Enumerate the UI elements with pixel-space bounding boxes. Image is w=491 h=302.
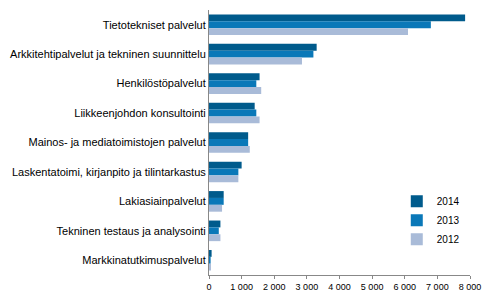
svg-text:2013: 2013	[437, 215, 460, 226]
svg-text:0: 0	[206, 282, 211, 292]
svg-text:2012: 2012	[437, 234, 460, 245]
svg-text:Tekninen testaus ja analysoint: Tekninen testaus ja analysointi	[57, 225, 206, 237]
svg-text:8 000: 8 000	[459, 282, 482, 292]
svg-text:4 000: 4 000	[328, 282, 351, 292]
svg-text:Tietotekniset palvelut: Tietotekniset palvelut	[103, 19, 206, 31]
svg-text:Henkilöstöpalvelut: Henkilöstöpalvelut	[117, 77, 206, 89]
svg-text:Liikkeenjohdon konsultointi: Liikkeenjohdon konsultointi	[74, 107, 205, 119]
svg-text:2014: 2014	[437, 196, 460, 207]
svg-text:7 000: 7 000	[426, 282, 449, 292]
svg-text:2 000: 2 000	[263, 282, 286, 292]
svg-text:5 000: 5 000	[361, 282, 384, 292]
svg-text:Mainos- ja mediatoimistojen pa: Mainos- ja mediatoimistojen palvelut	[28, 136, 205, 148]
svg-text:Arkkitehtipalvelut ja tekninen: Arkkitehtipalvelut ja tekninen suunnitte…	[10, 48, 206, 60]
svg-text:Laskentatoimi, kirjanpito ja t: Laskentatoimi, kirjanpito ja tilintarkas…	[12, 166, 206, 178]
svg-text:1 000: 1 000	[230, 282, 253, 292]
svg-text:Markkinatutkimuspalvelut: Markkinatutkimuspalvelut	[82, 254, 206, 266]
svg-text:Lakiasiainpalvelut: Lakiasiainpalvelut	[119, 195, 206, 207]
svg-text:6 000: 6 000	[393, 282, 416, 292]
svg-text:3 000: 3 000	[296, 282, 319, 292]
